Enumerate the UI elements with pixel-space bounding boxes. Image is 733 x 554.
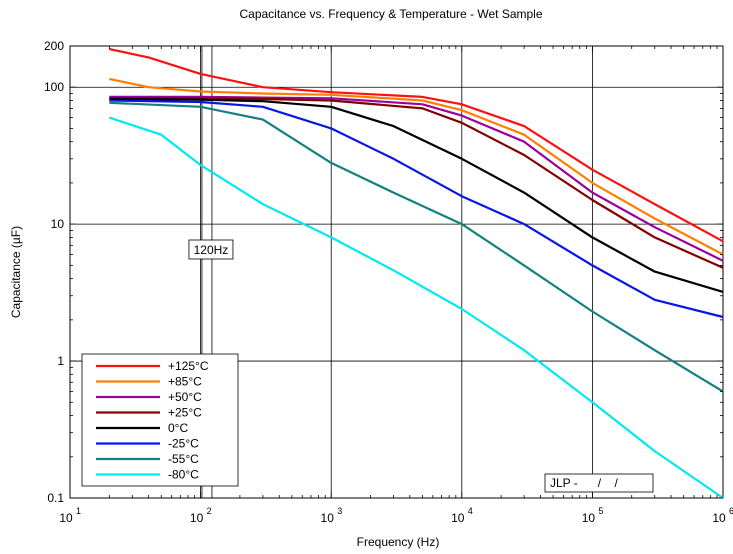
annotation-120hz-box	[188, 239, 234, 260]
x-tick-label-exp: 2	[207, 506, 212, 516]
annotations: 120Hz JLP - / /	[188, 239, 654, 493]
series-line	[109, 77, 724, 256]
legend-label: +25°C	[168, 406, 202, 420]
x-tick-label-exp: 4	[468, 506, 473, 516]
legend-label: +125°C	[168, 359, 209, 373]
x-tick-label-base: 10	[712, 511, 726, 525]
x-axis-ticks: 10 1 10 2 10 3 10 4 10 5 10 6	[59, 46, 733, 525]
y-tick-label: 200	[44, 39, 64, 53]
legend-label: +85°C	[168, 375, 202, 389]
x-tick-label-base: 10	[582, 511, 596, 525]
series-lines	[108, 48, 724, 499]
series-line	[108, 116, 724, 499]
legend-label: -25°C	[168, 437, 199, 451]
series-line	[109, 99, 724, 319]
x-tick-label-base: 10	[321, 511, 335, 525]
x-tick-label-base: 10	[59, 511, 73, 525]
chart-title: Capacitance vs. Frequency & Temperature …	[239, 7, 542, 21]
x-tick-label: 10 3	[321, 506, 343, 525]
series-line	[109, 48, 724, 243]
x-tick-label: 10 6	[712, 506, 733, 525]
series-line	[109, 95, 724, 262]
x-tick-label-base: 10	[451, 511, 465, 525]
y-tick-label: 0.1	[47, 491, 64, 505]
x-tick-label: 10 4	[451, 506, 473, 525]
annotation-120hz: 120Hz	[194, 243, 229, 257]
y-tick-label: 100	[44, 80, 64, 94]
y-tick-label: 1	[57, 354, 64, 368]
x-axis-label: Frequency (Hz)	[357, 535, 440, 549]
x-tick-label-base: 10	[190, 511, 204, 525]
y-axis-ticks: 0.1 1 10 100 200	[44, 39, 723, 505]
x-tick-label-exp: 3	[337, 506, 342, 516]
x-tick-label-exp: 5	[598, 506, 603, 516]
legend: +125°C +85°C+50°C +25°C0°C -25°C-55°C -80°C	[81, 353, 239, 487]
legend-label: +50°C	[168, 390, 202, 404]
x-tick-label-exp: 1	[76, 506, 81, 516]
series-line	[109, 101, 724, 393]
series-line	[109, 97, 724, 269]
x-tick-label: 10 5	[582, 506, 604, 525]
annotation-jlp: JLP - / /	[550, 476, 618, 490]
legend-label: -80°C	[168, 468, 199, 482]
legend-label: 0°C	[168, 421, 188, 435]
x-tick-label: 10 1	[59, 506, 81, 525]
series-line	[109, 97, 724, 293]
annotation-jlp-box	[544, 473, 654, 493]
legend-box	[81, 353, 239, 487]
y-tick-label: 10	[51, 217, 65, 231]
y-axis-label: Capacitance (µF)	[9, 226, 23, 318]
x-tick-label-exp: 6	[729, 506, 733, 516]
legend-label: -55°C	[168, 452, 199, 466]
x-tick-label: 10 2	[190, 506, 212, 525]
